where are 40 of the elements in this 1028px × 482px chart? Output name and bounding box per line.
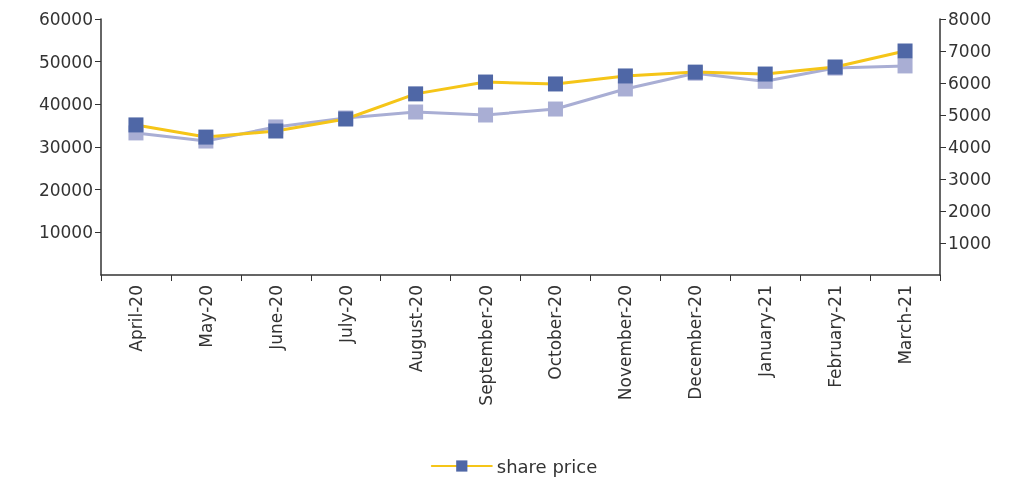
point	[757, 66, 773, 82]
point	[897, 58, 913, 74]
x-tick-label: May-20	[195, 285, 216, 348]
legend-label: share price	[496, 455, 598, 477]
x-tick-label: January-21	[755, 285, 776, 378]
y-tick-label: 10000	[38, 222, 93, 243]
point	[617, 68, 633, 84]
point	[128, 117, 144, 133]
x-tick-label: October-20	[545, 285, 566, 380]
y-tick-label: 50000	[38, 51, 93, 72]
y-tick-label: 40000	[38, 94, 93, 115]
y2-tick-label: 6000	[948, 73, 992, 93]
point	[547, 76, 563, 92]
y2-tick-label: 7000	[948, 41, 992, 61]
point	[268, 123, 284, 139]
x-tick-label: August-20	[405, 285, 426, 373]
y2-tick-label: 5000	[948, 105, 992, 125]
point	[408, 104, 424, 120]
x-tick-label: April-20	[125, 285, 146, 352]
x-tick-label: November-20	[615, 285, 636, 401]
x-tick-label: July-20	[335, 285, 356, 345]
x-tick-label: September-20	[475, 285, 496, 406]
x-tick-label: March-21	[895, 285, 916, 365]
point	[547, 101, 563, 117]
y2-tick-label: 8000	[948, 9, 992, 29]
x-tick-label: June-20	[265, 285, 286, 351]
point	[897, 43, 913, 59]
x-tick-label: December-20	[685, 285, 706, 400]
x-tick-label: February-21	[825, 285, 846, 388]
y-tick-label: 20000	[38, 179, 93, 200]
y-tick-label: 30000	[38, 137, 93, 157]
point	[478, 74, 494, 90]
y2-tick-label: 1000	[948, 233, 992, 253]
y-tick-label: 60000	[38, 9, 93, 29]
point	[198, 129, 214, 145]
y2-tick-label: 4000	[948, 137, 992, 157]
point	[408, 86, 424, 102]
point	[478, 107, 494, 123]
y2-tick-label: 3000	[948, 169, 992, 189]
y2-tick-label: 2000	[948, 201, 992, 221]
